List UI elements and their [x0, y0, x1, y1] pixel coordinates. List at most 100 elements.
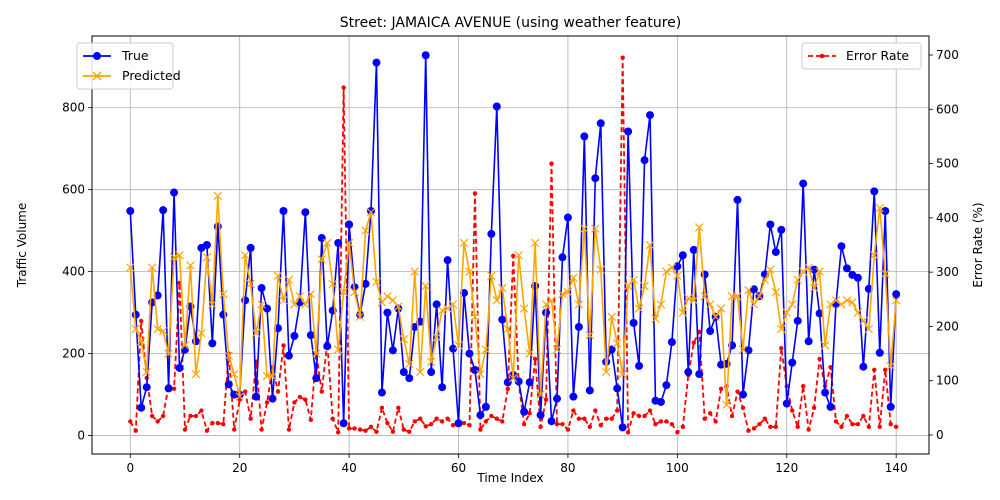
point-error-rate — [861, 413, 866, 419]
point-error-rate — [308, 417, 314, 422]
point-error-rate — [133, 428, 138, 433]
point-error-rate — [560, 421, 565, 427]
point-true — [624, 127, 633, 136]
point-predicted — [344, 238, 354, 248]
point-true — [826, 402, 835, 411]
point-error-rate — [193, 413, 199, 419]
point-predicted — [312, 349, 321, 358]
point-predicted — [317, 255, 326, 264]
x-tick-label: 120 — [775, 461, 798, 475]
point-true — [405, 374, 414, 383]
point-true — [476, 411, 485, 420]
point-error-rate — [489, 413, 494, 419]
point-predicted — [585, 330, 595, 340]
point-predicted — [290, 300, 299, 309]
point-predicted — [798, 267, 808, 276]
point-predicted — [777, 324, 786, 334]
point-true — [421, 51, 430, 60]
point-true — [202, 241, 211, 249]
point-true — [870, 187, 879, 196]
y2-axis-title: Error Rate (%) — [971, 202, 985, 287]
point-error-rate — [160, 413, 166, 419]
point-error-rate — [538, 424, 543, 430]
point-predicted — [284, 275, 294, 285]
x-tick-label: 60 — [451, 461, 466, 475]
point-true — [361, 279, 370, 288]
point-predicted — [476, 369, 485, 379]
point-true — [443, 256, 452, 265]
point-error-rate — [718, 386, 724, 392]
point-error-rate — [374, 429, 379, 434]
point-predicted — [569, 273, 578, 283]
y2-tick-label: 0 — [936, 428, 944, 442]
point-true — [137, 403, 146, 412]
point-true — [596, 119, 605, 128]
point-true — [782, 399, 791, 408]
point-predicted — [749, 300, 759, 309]
point-error-rate — [707, 411, 713, 416]
point-error-rate — [571, 408, 576, 413]
point-error-rate — [401, 427, 407, 432]
point-predicted — [678, 308, 688, 317]
point-error-rate — [735, 389, 740, 394]
point-true — [875, 348, 884, 357]
point-true — [613, 384, 622, 393]
point-error-rate — [806, 427, 811, 432]
y2-tick-label: 500 — [936, 157, 959, 171]
point-true — [689, 245, 698, 254]
point-true — [553, 394, 561, 403]
point-error-rate — [647, 408, 653, 413]
point-predicted — [240, 251, 250, 260]
point-true — [257, 284, 266, 293]
point-error-rate — [543, 397, 549, 402]
point-predicted — [295, 292, 305, 301]
point-predicted — [591, 224, 600, 233]
point-true — [290, 331, 299, 340]
point-true — [739, 390, 747, 399]
point-true — [164, 384, 173, 393]
point-predicted — [131, 324, 140, 334]
point-predicted — [323, 238, 332, 248]
point-true — [678, 251, 687, 260]
point-predicted — [383, 292, 392, 301]
point-true — [837, 242, 846, 251]
legend-true-marker — [93, 52, 101, 60]
point-predicted — [426, 357, 436, 367]
point-true — [569, 392, 578, 401]
point-error-rate — [149, 413, 155, 419]
point-error-rate — [478, 427, 483, 432]
point-predicted — [536, 390, 545, 399]
point-predicted — [744, 285, 753, 295]
point-true — [821, 388, 830, 397]
point-true — [399, 368, 408, 377]
x-tick-label: 80 — [560, 461, 575, 475]
point-true — [640, 156, 649, 165]
point-true — [574, 322, 583, 331]
point-true — [859, 362, 868, 371]
point-true — [427, 368, 436, 377]
point-error-rate — [472, 191, 478, 196]
point-predicted — [558, 289, 567, 299]
point-predicted — [137, 337, 146, 346]
point-predicted — [826, 300, 835, 309]
y2-tick-label: 300 — [936, 265, 959, 279]
point-predicted — [153, 324, 162, 334]
point-error-rate — [171, 386, 177, 392]
point-predicted — [859, 316, 868, 326]
point-true — [323, 342, 332, 351]
point-error-rate — [642, 413, 647, 419]
point-predicted — [519, 304, 529, 313]
point-true — [766, 220, 775, 229]
point-predicted — [684, 294, 693, 303]
point-predicted — [503, 324, 512, 334]
point-true — [667, 338, 676, 347]
point-predicted — [864, 324, 874, 334]
y2-tick-label: 600 — [936, 102, 959, 116]
y-axis-title: Traffic Volume — [15, 203, 29, 289]
point-error-rate — [532, 356, 538, 362]
point-true — [700, 270, 709, 279]
point-error-rate — [467, 423, 472, 428]
point-error-rate — [259, 427, 264, 432]
point-error-rate — [368, 424, 374, 430]
point-predicted — [416, 367, 425, 377]
